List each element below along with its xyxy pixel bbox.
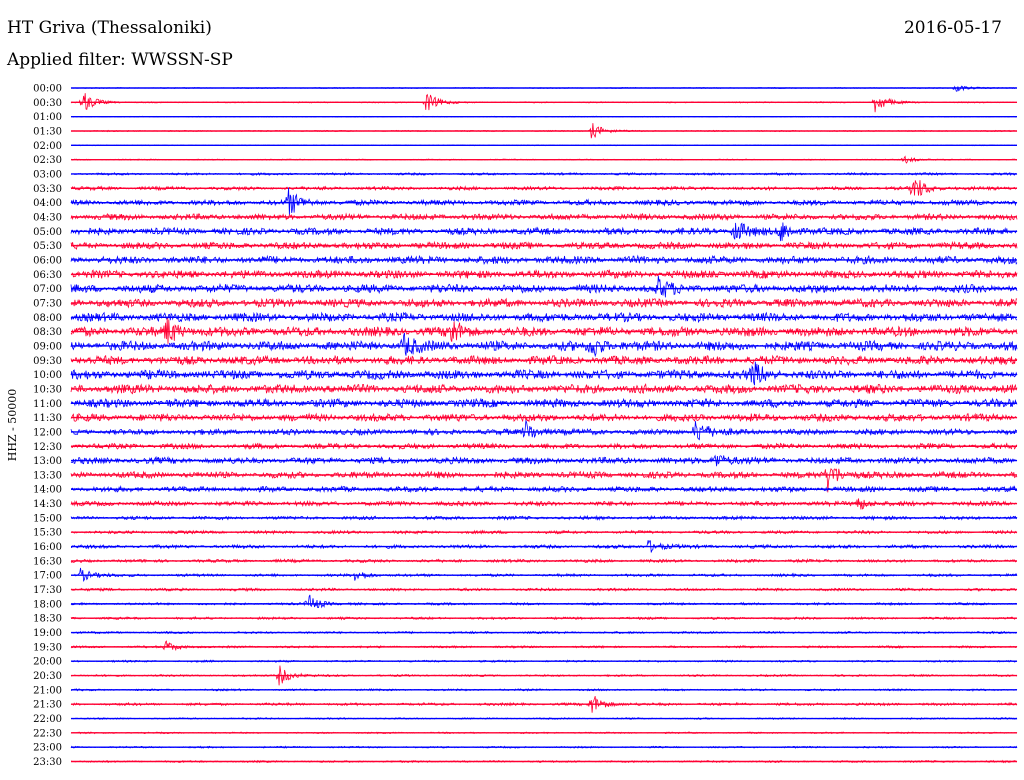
time-tick-label: 16:00 (33, 542, 62, 553)
time-tick-label: 06:00 (33, 255, 62, 266)
trace-line (70, 540, 1018, 553)
time-tick-label: 07:30 (33, 298, 62, 309)
trace-line (70, 485, 1018, 494)
trace-line (70, 187, 1018, 216)
trace-line (70, 317, 1018, 344)
time-tick-label: 17:30 (33, 585, 62, 596)
time-tick-label: 22:00 (33, 714, 62, 725)
time-tick-label: 01:00 (33, 112, 62, 123)
station-title: HT Griva (Thessaloniki) (7, 18, 212, 38)
time-tick-label: 04:30 (33, 212, 62, 223)
time-tick-label: 19:00 (33, 628, 62, 639)
time-tick-label: 00:00 (33, 84, 62, 95)
time-tick-label: 03:30 (33, 184, 62, 195)
trace-line (70, 594, 1018, 609)
time-tick-label: 21:30 (33, 700, 62, 711)
time-tick-label: 14:30 (33, 499, 62, 510)
time-tick-label: 17:00 (33, 571, 62, 582)
time-tick-label: 23:00 (33, 743, 62, 754)
time-tick-label: 23:30 (33, 757, 62, 768)
time-tick-label: 19:30 (33, 642, 62, 653)
trace-line (70, 558, 1018, 564)
filter-label: Applied filter: WWSSN-SP (7, 50, 233, 70)
time-tick-label: 05:30 (33, 241, 62, 252)
trace-line (70, 222, 1018, 242)
trace-line (70, 420, 1018, 441)
time-tick-label: 20:30 (33, 671, 62, 682)
time-tick-label: 02:30 (33, 155, 62, 166)
time-tick-label: 09:30 (33, 356, 62, 367)
trace-line (70, 397, 1018, 409)
time-tick-label: 03:00 (33, 169, 62, 180)
time-tick-label: 11:30 (33, 413, 62, 424)
time-tick-label: 13:00 (33, 456, 62, 467)
time-tick-label: 16:30 (33, 556, 62, 567)
time-tick-label: 00:30 (33, 98, 62, 109)
time-tick-label: 06:30 (33, 270, 62, 281)
trace-line (70, 412, 1018, 423)
time-tick-label: 07:00 (33, 284, 62, 295)
time-tick-label: 12:30 (33, 442, 62, 453)
time-tick-label: 11:00 (33, 399, 62, 410)
time-tick-label: 12:00 (33, 427, 62, 438)
trace-line (70, 640, 1018, 652)
time-tick-label: 18:30 (33, 614, 62, 625)
time-tick-label: 15:30 (33, 528, 62, 539)
trace-line (70, 567, 1018, 582)
time-tick-label: 18:00 (33, 599, 62, 610)
time-tick-label: 13:30 (33, 470, 62, 481)
time-tick-labels: 00:00 00:30 01:00 01:30 02:00 02:30 03:00 03:30… (33, 84, 62, 769)
time-tick-label: 10:00 (33, 370, 62, 381)
y-axis-label: HHZ - 50000 (6, 389, 19, 462)
time-tick-label: 15:00 (33, 513, 62, 524)
time-tick-label: 09:00 (33, 341, 62, 352)
time-tick-label: 02:00 (33, 141, 62, 152)
time-tick-label: 08:30 (33, 327, 62, 338)
time-tick-label: 14:00 (33, 485, 62, 496)
trace-line (70, 275, 1018, 298)
seismic-traces (70, 85, 1018, 764)
trace-line (70, 454, 1018, 467)
time-tick-label: 22:30 (33, 728, 62, 739)
time-tick-label: 08:00 (33, 313, 62, 324)
trace-line (70, 514, 1018, 522)
time-tick-label: 04:00 (33, 198, 62, 209)
trace-line (70, 332, 1018, 358)
trace-line (70, 361, 1018, 386)
time-tick-label: 21:00 (33, 685, 62, 696)
trace-line (70, 442, 1018, 451)
trace-line (70, 695, 1018, 713)
date-label: 2016-05-17 (903, 18, 1002, 38)
time-tick-label: 01:30 (33, 126, 62, 137)
trace-line (70, 297, 1018, 309)
time-tick-label: 20:00 (33, 657, 62, 668)
time-tick-label: 10:30 (33, 384, 62, 395)
time-tick-label: 05:00 (33, 227, 62, 238)
